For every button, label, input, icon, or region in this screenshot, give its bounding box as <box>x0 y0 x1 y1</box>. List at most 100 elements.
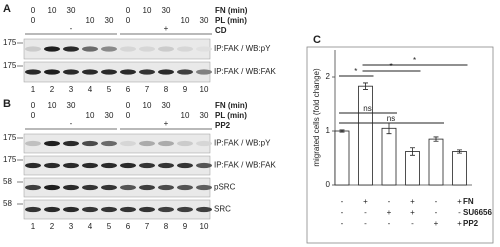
bar <box>405 151 420 186</box>
significance-label: * <box>354 67 357 76</box>
panel-label: B <box>3 98 11 110</box>
condition-name: PL (min) <box>215 111 247 120</box>
condition-value: 30 <box>105 16 114 25</box>
band <box>158 184 174 191</box>
band <box>196 162 212 169</box>
band <box>120 140 136 147</box>
band <box>120 184 136 191</box>
band <box>82 184 98 191</box>
condition-value: 0 <box>31 16 36 25</box>
lane-number: 9 <box>183 85 188 94</box>
band <box>196 140 212 147</box>
blot-label: IP:FAK / WB:FAK <box>214 67 276 76</box>
band <box>177 46 193 52</box>
condition-name: PL (min) <box>215 16 247 25</box>
treatment-sign: - <box>70 119 73 128</box>
lane-number: 10 <box>200 85 209 94</box>
band <box>196 206 212 213</box>
treatment-sign: + <box>434 219 439 228</box>
lane-number: 2 <box>50 222 55 231</box>
treatment-sign: - <box>341 208 344 217</box>
band <box>25 162 41 169</box>
band <box>177 69 193 75</box>
condition-value: 30 <box>67 6 76 15</box>
band <box>158 140 174 147</box>
treatment-sign: - <box>411 219 414 228</box>
lane-number: 8 <box>164 85 169 94</box>
treatment-sign: + <box>363 197 368 206</box>
band <box>44 184 60 191</box>
band <box>120 69 136 75</box>
treatment-sign: + <box>387 208 392 217</box>
treatment-sign: - <box>70 24 73 33</box>
band <box>25 46 41 52</box>
blot-label: SRC <box>214 205 231 214</box>
treatment-sign: - <box>341 197 344 206</box>
condition-value: 30 <box>162 6 171 15</box>
condition-value: 10 <box>143 6 152 15</box>
treatment-name: PP2 <box>215 121 231 130</box>
band <box>25 184 41 191</box>
condition-name: FN (min) <box>215 101 248 110</box>
band <box>120 46 136 52</box>
condition-value: 10 <box>86 111 95 120</box>
band <box>25 140 41 147</box>
bar <box>452 151 467 186</box>
band <box>82 46 98 52</box>
band <box>139 69 155 75</box>
band <box>44 162 60 169</box>
band <box>177 162 193 169</box>
condition-value: 30 <box>105 111 114 120</box>
treatment-sign: + <box>164 24 169 33</box>
treatment-sign: - <box>364 219 367 228</box>
condition-value: 30 <box>162 101 171 110</box>
band <box>44 206 60 213</box>
condition-value: 0 <box>126 16 131 25</box>
band <box>158 206 174 213</box>
treatment-name: CD <box>215 26 227 35</box>
lane-number: 6 <box>126 222 131 231</box>
condition-name: FN (min) <box>215 6 248 15</box>
y-tick-label: 0 <box>326 180 331 189</box>
band <box>158 162 174 169</box>
panel-label: A <box>3 3 11 15</box>
band <box>82 69 98 75</box>
band <box>63 46 79 52</box>
band <box>44 46 60 52</box>
lane-number: 5 <box>107 85 112 94</box>
significance-label: ns <box>387 114 395 123</box>
condition-value: 0 <box>31 111 36 120</box>
error-bar <box>410 147 415 156</box>
panel-c-frame <box>306 46 494 244</box>
treatment-sign: + <box>410 197 415 206</box>
bar <box>428 138 444 186</box>
band <box>120 162 136 169</box>
treatment-sign: - <box>458 208 461 217</box>
y-tick-label: 2 <box>326 72 331 81</box>
treatment-sign: + <box>164 119 169 128</box>
band <box>196 184 212 191</box>
error-bar <box>363 82 368 90</box>
blot-label: IP:FAK / WB:pY <box>214 139 271 148</box>
mw-marker: 175 <box>3 38 17 47</box>
blot-label: IP:FAK / WB:FAK <box>214 161 276 170</box>
lane-number: 6 <box>126 85 131 94</box>
band <box>101 206 117 213</box>
mw-marker: 175 <box>3 61 17 70</box>
band <box>101 46 117 52</box>
significance-label: * <box>389 62 392 71</box>
band <box>139 46 155 52</box>
band <box>63 140 79 147</box>
band <box>158 69 174 75</box>
band <box>158 46 174 52</box>
treatment-sign: - <box>388 197 391 206</box>
mw-marker: 58 <box>3 199 12 208</box>
band <box>120 206 136 213</box>
condition-value: 10 <box>181 111 190 120</box>
y-tick-label: 1 <box>326 126 331 135</box>
band <box>82 206 98 213</box>
condition-value: 10 <box>48 101 57 110</box>
lane-number: 8 <box>164 222 169 231</box>
lane-number: 1 <box>31 222 36 231</box>
